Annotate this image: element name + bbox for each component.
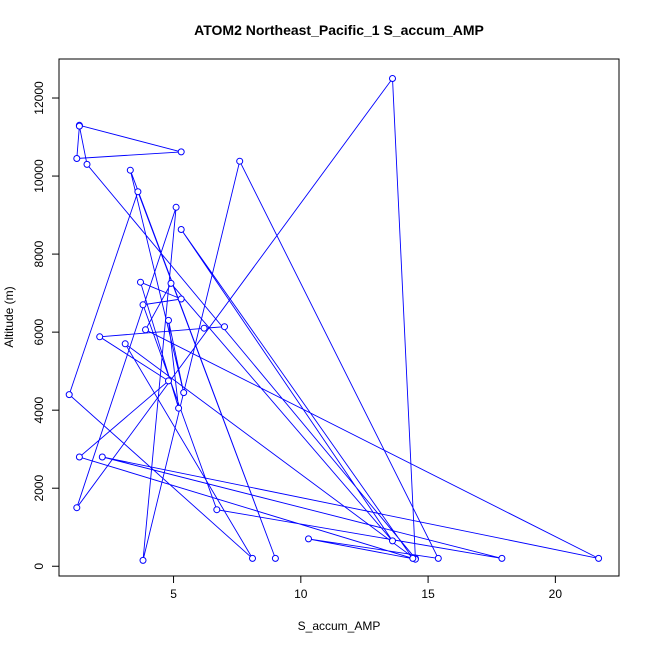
data-point <box>167 279 175 287</box>
x-tick-label: 10 <box>294 587 308 601</box>
data-point <box>98 453 106 461</box>
x-tick-label: 20 <box>549 587 563 601</box>
x-axis: 5 10 15 20 <box>170 575 563 601</box>
y-tick-label: 2000 <box>32 475 46 502</box>
data-point <box>175 404 183 412</box>
data-point <box>177 226 185 233</box>
y-tick-label: 12000 <box>32 81 46 115</box>
data-point <box>213 506 221 514</box>
data-point <box>137 278 144 286</box>
data-point <box>389 75 396 82</box>
data-point <box>165 377 172 385</box>
data-point <box>75 122 83 130</box>
data-point <box>498 554 506 562</box>
data-point <box>434 554 442 562</box>
data-point <box>172 203 180 211</box>
data-point <box>73 155 81 162</box>
series-layer <box>65 75 603 564</box>
data-point <box>177 295 185 303</box>
data-point <box>139 301 147 309</box>
data-point <box>139 556 147 564</box>
data-point <box>236 157 244 165</box>
data-point <box>177 148 185 156</box>
y-tick-label: 6000 <box>32 318 46 345</box>
data-point <box>389 537 396 545</box>
data-point <box>73 504 81 512</box>
data-point <box>271 554 279 562</box>
data-point <box>65 391 73 399</box>
series-line <box>68 77 599 561</box>
data-point <box>96 333 104 341</box>
y-axis: 0 2000 4000 6000 8000 10000 12000 <box>32 81 60 570</box>
data-point <box>75 453 83 461</box>
data-point <box>134 188 142 196</box>
data-point <box>249 554 256 562</box>
chart-title: ATOM2 Northeast_Pacific_1 S_accum_AMP <box>194 22 484 38</box>
data-point <box>595 554 603 562</box>
data-point <box>83 160 91 168</box>
y-tick-label: 4000 <box>32 396 46 423</box>
data-point <box>180 389 188 397</box>
plot-frame <box>58 58 620 577</box>
data-point <box>409 554 417 562</box>
data-point <box>126 166 134 174</box>
y-tick-label: 0 <box>32 563 46 570</box>
data-point <box>121 340 129 348</box>
y-tick-label: 8000 <box>32 240 46 267</box>
x-tick-label: 5 <box>170 587 177 601</box>
data-point <box>165 316 172 324</box>
y-axis-label: Altitude (m) <box>2 286 16 347</box>
x-axis-label: S_accum_AMP <box>298 619 381 633</box>
data-point <box>200 324 208 332</box>
data-point <box>305 535 312 543</box>
data-point <box>142 326 149 334</box>
y-tick-label: 10000 <box>32 159 46 193</box>
data-point <box>221 323 228 331</box>
x-tick-label: 15 <box>421 587 435 601</box>
